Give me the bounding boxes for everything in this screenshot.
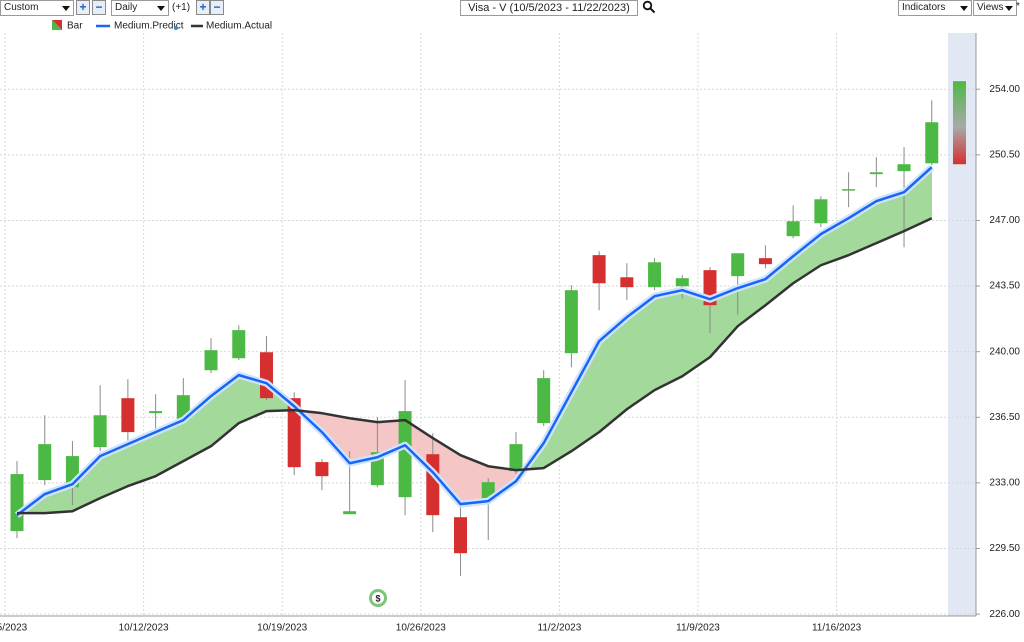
candle-body bbox=[842, 189, 856, 191]
offset-minus[interactable]: − bbox=[210, 0, 224, 15]
candle-body bbox=[537, 378, 551, 424]
legend-label: Medium.Actual bbox=[206, 21, 272, 32]
x-tick-label: 10/5/2023 bbox=[0, 623, 28, 634]
interval-select[interactable]: Daily bbox=[111, 0, 169, 16]
candle-body bbox=[121, 398, 135, 433]
legend: Bar Medium.Predict Medium.Actual bbox=[52, 20, 272, 32]
y-tick-label: 247.00 bbox=[989, 215, 1020, 226]
candle-body bbox=[204, 350, 218, 371]
candle-body bbox=[232, 330, 246, 359]
candle-body bbox=[731, 253, 745, 277]
candle-body bbox=[758, 258, 772, 265]
y-tick-label: 240.00 bbox=[989, 346, 1020, 357]
search-icon[interactable] bbox=[642, 0, 656, 14]
candle-body bbox=[343, 511, 357, 515]
y-tick-label: 243.50 bbox=[989, 281, 1020, 292]
candle-body bbox=[398, 411, 412, 498]
y-tick-label: 226.00 bbox=[989, 609, 1020, 620]
forecast-bar bbox=[952, 81, 966, 165]
legend-label: Medium.Predict bbox=[114, 21, 184, 32]
candle-body bbox=[620, 277, 634, 288]
y-tick-label: 236.50 bbox=[989, 412, 1020, 423]
legend-dot bbox=[174, 26, 178, 30]
candle-body bbox=[564, 290, 578, 354]
candle-body bbox=[897, 164, 911, 172]
zoom-in[interactable]: + bbox=[76, 0, 90, 15]
x-tick-label: 10/12/2023 bbox=[119, 623, 169, 634]
candle-body bbox=[93, 415, 107, 448]
series-line bbox=[17, 217, 933, 515]
y-tick-label: 254.00 bbox=[989, 84, 1020, 95]
y-tick-label: 233.00 bbox=[989, 478, 1020, 489]
views-select[interactable]: Views bbox=[973, 0, 1017, 16]
candle-body bbox=[592, 255, 606, 284]
candle-body bbox=[38, 444, 52, 481]
series-line bbox=[16, 166, 933, 517]
candle-body bbox=[10, 474, 24, 532]
views-flag: * bbox=[1016, 1, 1020, 12]
x-tick-label: 10/26/2023 bbox=[396, 623, 446, 634]
candle-body bbox=[869, 172, 883, 175]
legend-swatch bbox=[52, 20, 62, 30]
candle-body bbox=[675, 278, 689, 287]
x-tick-label: 10/19/2023 bbox=[257, 623, 307, 634]
offset-plus[interactable]: + bbox=[196, 0, 210, 15]
x-tick-label: 11/9/2023 bbox=[676, 623, 720, 634]
candle-body bbox=[814, 199, 828, 224]
candle-body bbox=[454, 517, 468, 554]
x-tick-label: 11/2/2023 bbox=[538, 623, 582, 634]
candle-body bbox=[149, 411, 163, 414]
zoom-out[interactable]: − bbox=[92, 0, 106, 15]
indicators-select[interactable]: Indicators bbox=[898, 0, 972, 16]
candle-body bbox=[925, 122, 939, 164]
range-select[interactable]: Custom bbox=[0, 0, 74, 16]
candle-body bbox=[481, 482, 495, 499]
band bbox=[654, 289, 683, 391]
candle-body bbox=[648, 262, 662, 288]
offset: (+1) bbox=[172, 2, 191, 13]
symbol-title[interactable]: Visa - V (10/5/2023 - 11/22/2023) bbox=[460, 0, 638, 16]
candle-body bbox=[786, 221, 800, 237]
x-tick-label: 11/16/2023 bbox=[812, 623, 862, 634]
candle-body bbox=[315, 462, 329, 477]
candle-body bbox=[287, 398, 301, 468]
y-tick-label: 250.50 bbox=[989, 149, 1020, 160]
legend-label: Bar bbox=[67, 21, 83, 32]
candle-body bbox=[509, 444, 523, 472]
dividend-marker-inner bbox=[372, 592, 384, 604]
y-tick-label: 229.50 bbox=[989, 543, 1020, 554]
dividend-marker-label: $ bbox=[375, 593, 380, 603]
